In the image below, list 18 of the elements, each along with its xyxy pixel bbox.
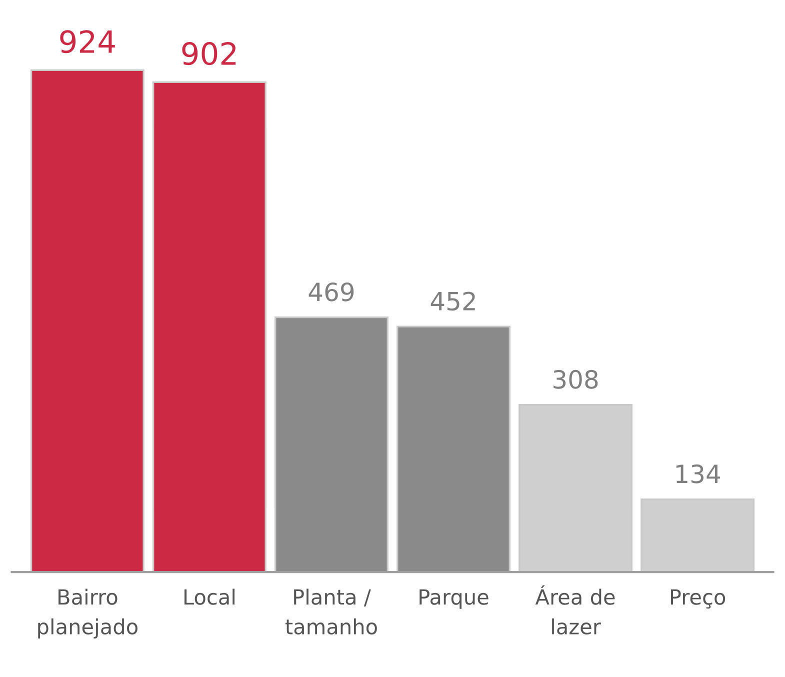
data-label: 469 — [308, 282, 354, 302]
data-label: 452 — [430, 292, 475, 311]
data-label: 134 — [676, 464, 720, 484]
bar — [30, 69, 144, 572]
x-tick-label: Preço — [670, 589, 726, 609]
data-label: 308 — [554, 370, 598, 389]
x-tick-label: Planta / tamanho — [285, 588, 377, 635]
x-tick-label: Bairro planejado — [38, 588, 138, 639]
bar — [274, 316, 388, 572]
bar — [396, 326, 510, 572]
data-label: 924 — [60, 30, 115, 54]
x-tick-label: Local — [184, 588, 235, 605]
x-tick-label: Área de lazer — [535, 585, 615, 635]
bar — [152, 81, 266, 572]
bar — [640, 498, 755, 572]
bar — [518, 404, 633, 572]
x-tick-label: Parque — [420, 589, 488, 609]
data-label: 902 — [182, 42, 236, 66]
